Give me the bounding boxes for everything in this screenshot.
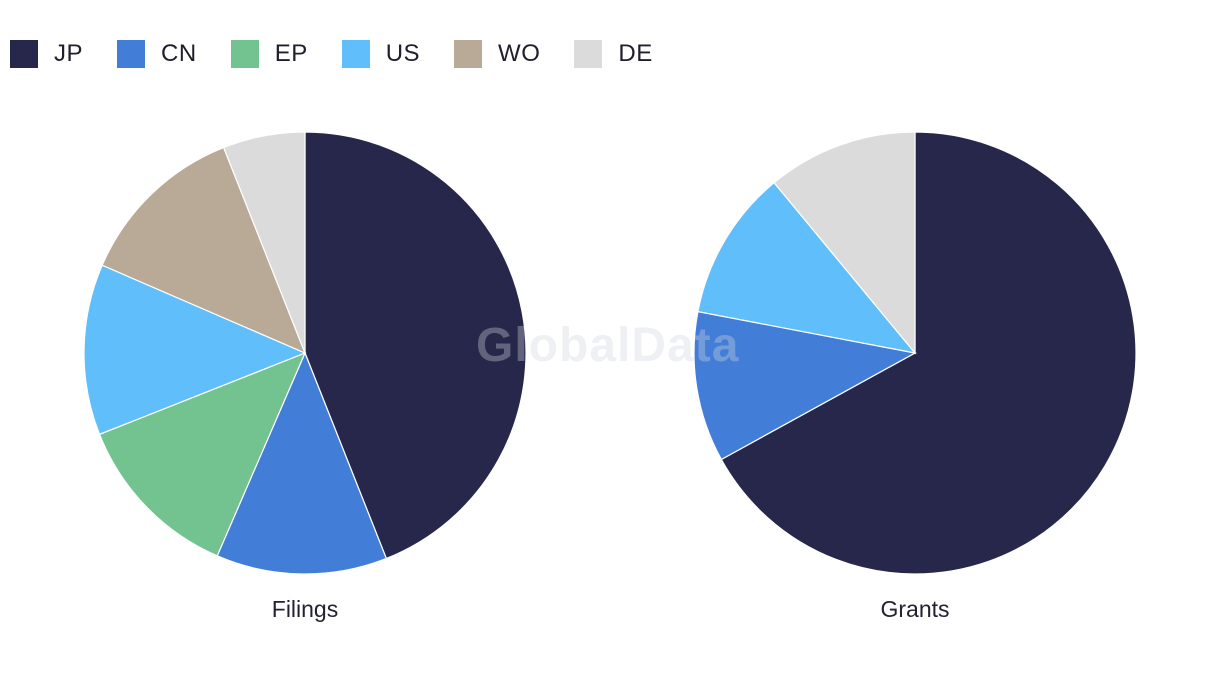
- legend-swatch: [10, 40, 38, 68]
- legend-swatch: [117, 40, 146, 68]
- legend: JP CN EP US WO DE: [10, 40, 687, 68]
- pie-slice-cn[interactable]: [693, 310, 917, 461]
- legend-swatch: [574, 40, 603, 68]
- legend-item-cn[interactable]: CN: [117, 40, 197, 68]
- legend-item-ep[interactable]: EP: [230, 40, 308, 68]
- chart-caption-grants: Grants: [880, 596, 949, 622]
- pie-slice-wo[interactable]: [101, 146, 307, 355]
- legend-label: JP: [54, 40, 84, 67]
- pie-slice-cn[interactable]: [216, 351, 388, 575]
- legend-label: EP: [274, 40, 308, 67]
- pie-slice-jp[interactable]: [304, 131, 527, 560]
- watermark: GlobalData: [476, 319, 740, 372]
- legend-swatch: [230, 40, 259, 68]
- pie-slice-jp[interactable]: [720, 131, 1137, 575]
- legend-label: WO: [498, 40, 541, 67]
- chart-caption-filings: Filings: [272, 596, 338, 622]
- legend-swatch: [454, 40, 483, 68]
- pie-slice-us[interactable]: [697, 181, 917, 354]
- pie-slice-de[interactable]: [773, 131, 916, 355]
- legend-label: DE: [618, 40, 653, 67]
- pie-chart-grants: [693, 131, 1137, 575]
- legend-label: CN: [161, 40, 197, 67]
- legend-item-jp[interactable]: JP: [10, 40, 83, 68]
- pie-slice-de[interactable]: [222, 131, 306, 354]
- legend-item-wo[interactable]: WO: [454, 40, 540, 68]
- legend-label: US: [385, 40, 421, 67]
- pie-chart-filings: [83, 131, 527, 575]
- pie-slice-ep[interactable]: [98, 351, 307, 557]
- legend-item-de[interactable]: DE: [574, 40, 652, 68]
- pie-slice-us[interactable]: [83, 264, 307, 436]
- legend-swatch: [341, 40, 370, 68]
- legend-item-us[interactable]: US: [341, 40, 421, 68]
